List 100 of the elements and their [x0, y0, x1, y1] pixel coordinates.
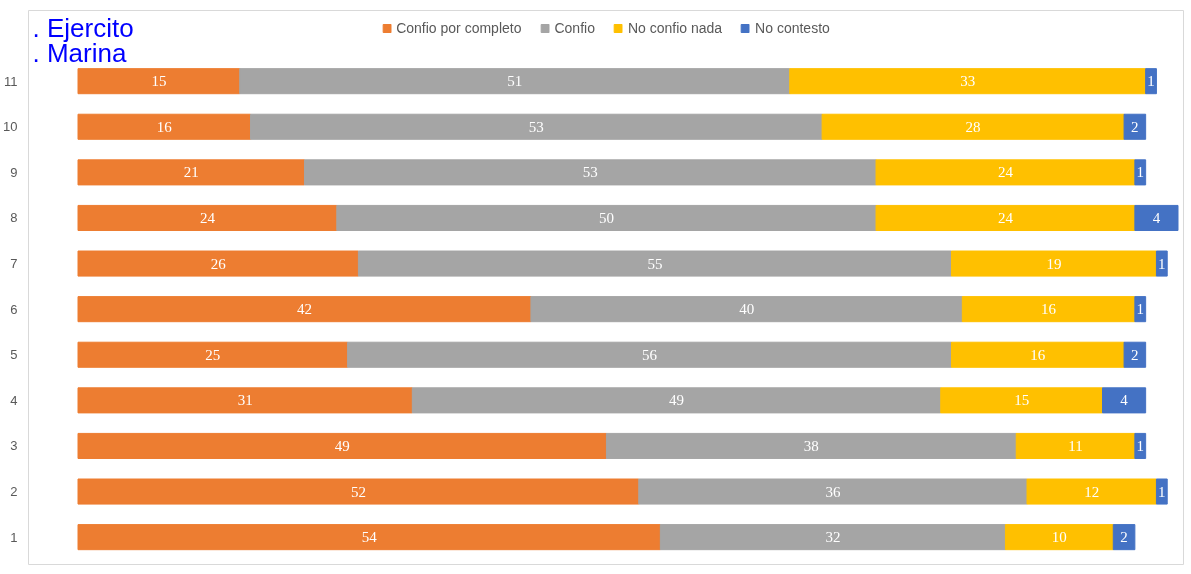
data-label: 15 [1014, 392, 1030, 409]
y-tick-label: 2 [10, 484, 18, 500]
bar [77, 387, 413, 414]
data-label: 38 [803, 437, 819, 454]
data-label: 52 [350, 483, 366, 500]
bar [303, 159, 877, 186]
data-label: 1 [1136, 437, 1144, 454]
bar [1134, 159, 1147, 186]
bar [940, 387, 1104, 414]
data-label: 51 [507, 73, 523, 90]
data-label: 2 [1131, 118, 1139, 135]
bar [77, 432, 607, 459]
bar [951, 341, 1125, 368]
data-label: 24 [199, 209, 216, 226]
data-label: 26 [210, 255, 227, 272]
data-label: 12 [1084, 483, 1100, 500]
legend-label: Confio por completo [396, 20, 522, 36]
data-label: 32 [825, 529, 841, 546]
bar [1145, 68, 1157, 95]
bar [951, 250, 1157, 277]
data-label: 31 [237, 392, 253, 409]
bar [1155, 478, 1168, 505]
bar [1102, 387, 1147, 414]
y-tick-label: 9 [10, 164, 18, 180]
bar [1123, 113, 1147, 140]
data-label: 49 [669, 392, 685, 409]
bar [1155, 250, 1168, 277]
data-label: 1 [1147, 73, 1155, 90]
data-label: 4 [1120, 392, 1129, 409]
y-tick-label: 3 [10, 438, 18, 454]
bar [1026, 478, 1157, 505]
legend-label: Confio [554, 20, 595, 36]
data-label: 53 [582, 164, 598, 181]
y-tick-label: 1 [10, 529, 18, 545]
y-tick-label: 8 [10, 210, 18, 226]
y-tick-label: 7 [10, 256, 18, 272]
data-label: 11 [1068, 437, 1083, 454]
data-label: 55 [647, 255, 663, 272]
data-label: 1 [1136, 301, 1144, 318]
y-tick-label: 4 [10, 392, 18, 408]
bar [875, 204, 1136, 231]
data-label: 16 [1030, 346, 1046, 363]
data-label: 54 [361, 529, 378, 546]
bar [659, 524, 1006, 551]
data-label: 56 [642, 346, 658, 363]
data-label: 16 [1041, 301, 1057, 318]
data-label: 19 [1046, 255, 1062, 272]
bar [821, 113, 1125, 140]
data-label: 4 [1152, 209, 1161, 226]
data-label: 42 [296, 301, 312, 318]
data-label: 28 [965, 118, 981, 135]
bar [77, 159, 305, 186]
bar [77, 204, 338, 231]
bar [530, 296, 963, 323]
data-label: 2 [1120, 529, 1128, 546]
bar [1123, 341, 1147, 368]
bar [250, 113, 823, 140]
bar [961, 296, 1136, 323]
bar [1134, 432, 1147, 459]
bar [638, 478, 1028, 505]
data-label: 40 [739, 301, 755, 318]
y-tick-label: 5 [10, 347, 18, 363]
data-label: 24 [997, 209, 1014, 226]
data-label: 33 [960, 73, 976, 90]
bar [789, 68, 1147, 95]
bar [1134, 204, 1179, 231]
data-label: 53 [528, 118, 544, 135]
data-label: 1 [1158, 255, 1166, 272]
bar [347, 341, 953, 368]
y-tick-label: 6 [10, 301, 18, 317]
data-label: 16 [156, 118, 173, 135]
bar [77, 478, 640, 505]
bar [1004, 524, 1114, 551]
bar [336, 204, 877, 231]
data-label: 21 [183, 164, 199, 181]
bar [77, 250, 359, 277]
legend-label: No contesto [755, 20, 830, 36]
bar [77, 296, 532, 323]
data-label: 10 [1051, 529, 1067, 546]
bar [1112, 524, 1136, 551]
data-label: 15 [151, 73, 167, 90]
bar [605, 432, 1017, 459]
y-tick-label: 10 [3, 119, 18, 135]
bar [1015, 432, 1136, 459]
data-label: 1 [1136, 164, 1144, 181]
bar [239, 68, 791, 95]
bar [411, 387, 942, 414]
bar [357, 250, 953, 277]
bar [1134, 296, 1147, 323]
data-label: 2 [1131, 346, 1139, 363]
bar [77, 524, 661, 551]
y-tick-label: 11 [4, 73, 18, 89]
legend-label: No confio nada [627, 20, 723, 36]
bar [77, 341, 349, 368]
data-label: 50 [598, 209, 614, 226]
bar [875, 159, 1136, 186]
data-label: 36 [825, 483, 841, 500]
bar [77, 68, 241, 95]
data-label: 49 [334, 437, 350, 454]
data-label: 24 [997, 164, 1014, 181]
